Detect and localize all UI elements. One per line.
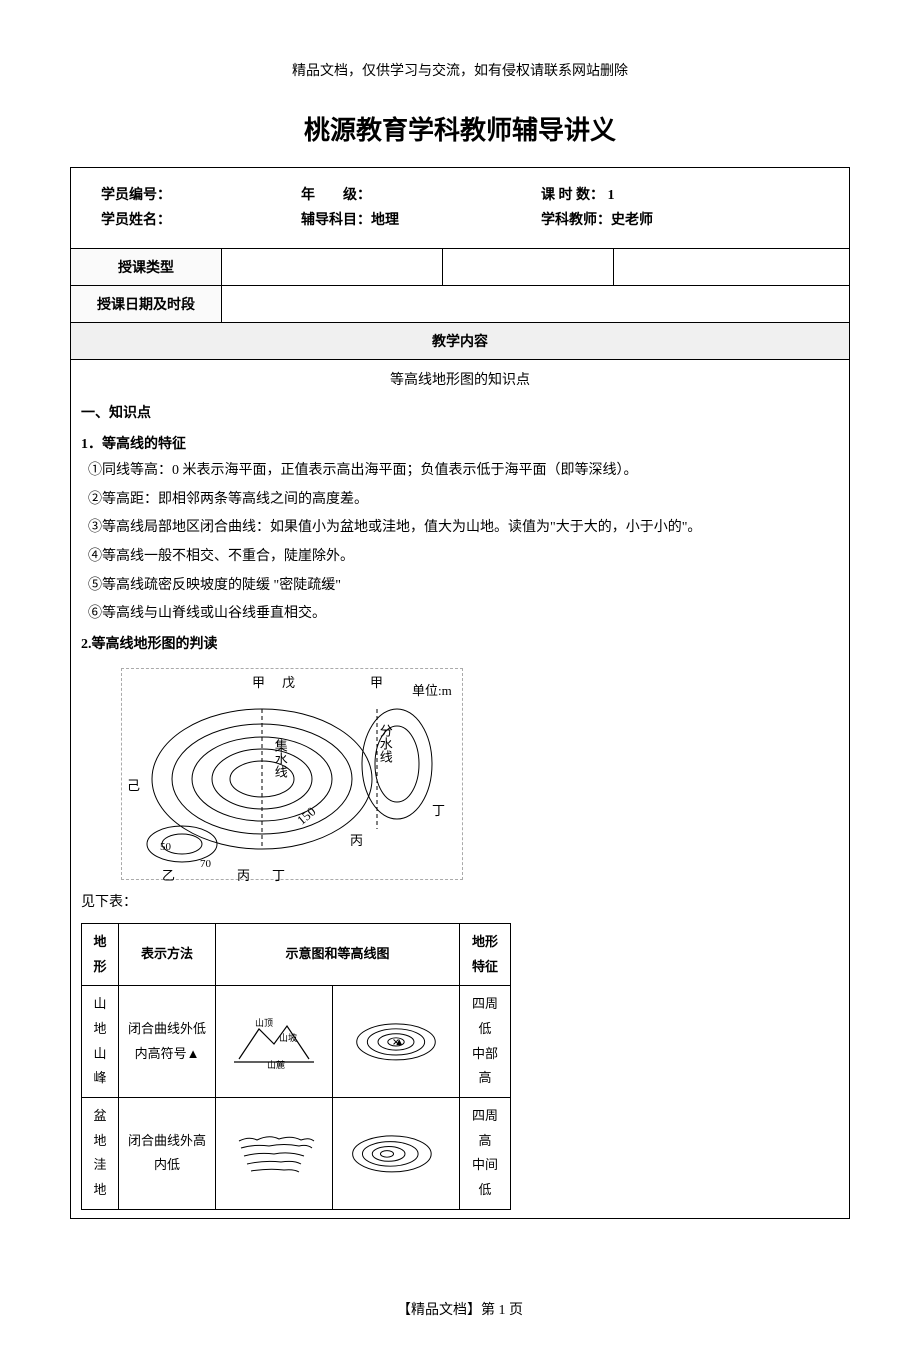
lbl-slope: 山坡 bbox=[279, 1032, 297, 1043]
dl-jishui: 集水线 bbox=[267, 739, 292, 778]
mountain-contour-icon: ▲ bbox=[351, 1014, 441, 1069]
cell-sketch-1 bbox=[216, 1098, 333, 1210]
th-diagram: 示意图和等高线图 bbox=[216, 923, 460, 985]
dl-150: 150 bbox=[291, 801, 322, 832]
table-row: 山地 山峰 闭合曲线外低内高符号▲ 山顶 山坡 山麓 bbox=[82, 986, 511, 1098]
point-5: ⑤等高线疏密反映坡度的陡缓 "密陡疏缓" bbox=[81, 573, 839, 600]
basin-sketch-icon bbox=[229, 1126, 319, 1181]
dl-jia1: 甲 bbox=[252, 671, 265, 696]
point-3: ③等高线局部地区闭合曲线：如果值小为盆地或洼地，值大为山地。读值为"大于大的，小… bbox=[81, 515, 839, 542]
dl-ji: 己 bbox=[127, 774, 140, 799]
cell-feature-1: 四周高 中间低 bbox=[460, 1098, 511, 1210]
dl-70: 70 bbox=[200, 854, 211, 875]
th-feature: 地形特征 bbox=[460, 923, 511, 985]
heading-2: 2.等高线地形图的判读 bbox=[81, 632, 839, 659]
th-type: 地形 bbox=[82, 923, 119, 985]
teacher-label: 学科教师： bbox=[541, 213, 611, 228]
table-intro: 见下表： bbox=[81, 890, 839, 917]
student-name-label: 学员姓名： bbox=[101, 213, 171, 228]
cell-contour-0: ▲ bbox=[333, 986, 460, 1098]
content-cell: 等高线地形图的知识点 一、知识点 1．等高线的特征 ①同线等高：0 米表示海平面… bbox=[71, 360, 850, 1218]
svg-text:▲: ▲ bbox=[394, 1037, 404, 1048]
dl-50: 50 bbox=[160, 837, 171, 858]
point-1: ①同线等高：0 米表示海平面，正值表示高出海平面；负值表示低于海平面（即等深线）… bbox=[81, 458, 839, 485]
cell-method-0: 闭合曲线外低内高符号▲ bbox=[119, 986, 216, 1098]
cell-type-1: 盆地 洼地 bbox=[82, 1098, 119, 1210]
dl-fenshui: 分水线 bbox=[372, 724, 397, 763]
point-6: ⑥等高线与山脊线或山谷线垂直相交。 bbox=[81, 601, 839, 628]
teacher-value: 史老师 bbox=[611, 213, 653, 228]
class-date-label: 授课日期及时段 bbox=[71, 286, 222, 323]
hours-label: 课 时 数： bbox=[541, 188, 604, 203]
dl-yi: 乙 bbox=[162, 864, 175, 889]
top-note: 精品文档，仅供学习与交流，如有侵权请联系网站删除 bbox=[70, 60, 850, 80]
class-type-cell-1 bbox=[222, 249, 443, 286]
cell-feature-0: 四周低 中部高 bbox=[460, 986, 511, 1098]
cell-sketch-0: 山顶 山坡 山麓 bbox=[216, 986, 333, 1098]
subject-label: 辅导科目： bbox=[301, 213, 371, 228]
dl-bing2: 丙 bbox=[237, 864, 250, 889]
lbl-peak: 山顶 bbox=[255, 1018, 273, 1028]
cell-type-0: 山地 山峰 bbox=[82, 986, 119, 1098]
content-subtitle: 等高线地形图的知识点 bbox=[81, 368, 839, 395]
main-title: 桃源教育学科教师辅导讲义 bbox=[70, 110, 850, 147]
cell-method-1: 闭合曲线外高内低 bbox=[119, 1098, 216, 1210]
section-1: 一、知识点 bbox=[81, 401, 839, 428]
dl-ding1: 丁 bbox=[432, 799, 445, 824]
dl-bing1: 丙 bbox=[350, 829, 363, 854]
class-type-cell-3 bbox=[614, 249, 850, 286]
class-type-cell-2 bbox=[443, 249, 614, 286]
hours-value: 1 bbox=[608, 188, 615, 203]
dl-ding2: 丁 bbox=[272, 864, 285, 889]
subject-value: 地理 bbox=[371, 213, 399, 228]
point-4: ④等高线一般不相交、不重合，陡崖除外。 bbox=[81, 544, 839, 571]
lesson-table: 学员编号： 学员姓名： 年 级： 辅导科目：地理 课 时 数： 1 学科教师：史… bbox=[70, 167, 850, 1219]
basin-contour-icon bbox=[351, 1126, 441, 1181]
class-type-label: 授课类型 bbox=[71, 249, 222, 286]
info-cell: 学员编号： 学员姓名： 年 级： 辅导科目：地理 课 时 数： 1 学科教师：史… bbox=[71, 168, 850, 249]
point-2: ②等高距：即相邻两条等高线之间的高度差。 bbox=[81, 487, 839, 514]
contour-diagram: 甲 戊 甲 单位:m 己 集水线 分水线 150 丙 丁 50 70 乙 丙 bbox=[121, 668, 463, 880]
terrain-table: 地形 表示方法 示意图和等高线图 地形特征 山地 山峰 闭合曲线外低内高符号▲ bbox=[81, 923, 511, 1210]
lbl-foot: 山麓 bbox=[267, 1059, 285, 1069]
table-row: 盆地 洼地 闭合曲线外高内低 bbox=[82, 1098, 511, 1210]
class-date-cell bbox=[222, 286, 850, 323]
dl-unit: 单位:m bbox=[412, 679, 452, 704]
grade-label: 年 级： bbox=[301, 188, 371, 203]
mountain-sketch-icon: 山顶 山坡 山麓 bbox=[229, 1014, 319, 1069]
cell-contour-1 bbox=[333, 1098, 460, 1210]
th-method: 表示方法 bbox=[119, 923, 216, 985]
dl-wu: 戊 bbox=[282, 671, 295, 696]
dl-jia2: 甲 bbox=[370, 671, 383, 696]
student-id-label: 学员编号： bbox=[101, 188, 171, 203]
heading-1: 1．等高线的特征 bbox=[81, 432, 839, 459]
content-header: 教学内容 bbox=[71, 323, 850, 360]
